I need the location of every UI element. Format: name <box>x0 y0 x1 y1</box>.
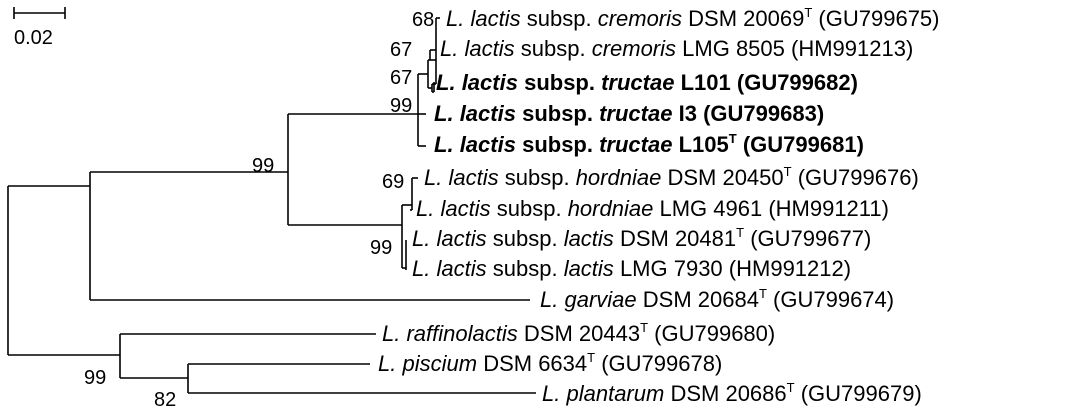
taxon-label: L. lactis subsp. tructae L105T (GU799681… <box>434 131 864 157</box>
scale-bar: 0.02 <box>13 7 66 49</box>
bootstrap-value: 99 <box>370 237 392 259</box>
bootstrap-value: 67 <box>390 39 412 61</box>
bootstrap-value: 99 <box>84 367 106 389</box>
taxon-label: L. lactis subsp. lactis DSM 20481T (GU79… <box>412 225 871 251</box>
taxon-label: L. piscium DSM 6634T (GU799678) <box>378 350 722 376</box>
taxon-label: L. lactis subsp. tructae L101 (GU799682) <box>436 70 858 95</box>
taxon-label: L. lactis subsp. cremoris DSM 20069T (GU… <box>446 5 940 31</box>
taxon-label: L. garviae DSM 20684T (GU799674) <box>540 286 894 312</box>
taxon-label: L. lactis subsp. hordniae DSM 20450T (GU… <box>424 164 919 190</box>
taxon-label: L. lactis subsp. hordniae LMG 4961 (HM99… <box>416 196 889 221</box>
taxon-label: L. lactis subsp. cremoris LMG 8505 (HM99… <box>440 36 913 61</box>
taxon-labels: L. lactis subsp. cremoris DSM 20069T (GU… <box>378 5 940 406</box>
taxon-label: L. lactis subsp. tructae I3 (GU799683) <box>434 101 824 126</box>
tree-branches <box>7 17 536 394</box>
scale-bar-label: 0.02 <box>14 27 53 49</box>
bootstrap-value: 69 <box>382 171 404 193</box>
bootstrap-value: 99 <box>390 95 412 117</box>
taxon-label: L. plantarum DSM 20686T (GU799679) <box>542 380 922 406</box>
taxon-label: L. raffinolactis DSM 20443T (GU799680) <box>382 320 775 346</box>
taxon-label: L. lactis subsp. lactis LMG 7930 (HM9912… <box>412 256 851 281</box>
bootstrap-value: 82 <box>154 389 176 411</box>
bootstrap-value: 67 <box>390 67 412 89</box>
bootstrap-value: 68 <box>412 9 434 31</box>
bootstrap-value: 99 <box>252 155 274 177</box>
bootstrap-values: 68 67 67 99 99 69 99 99 82 <box>84 9 434 411</box>
